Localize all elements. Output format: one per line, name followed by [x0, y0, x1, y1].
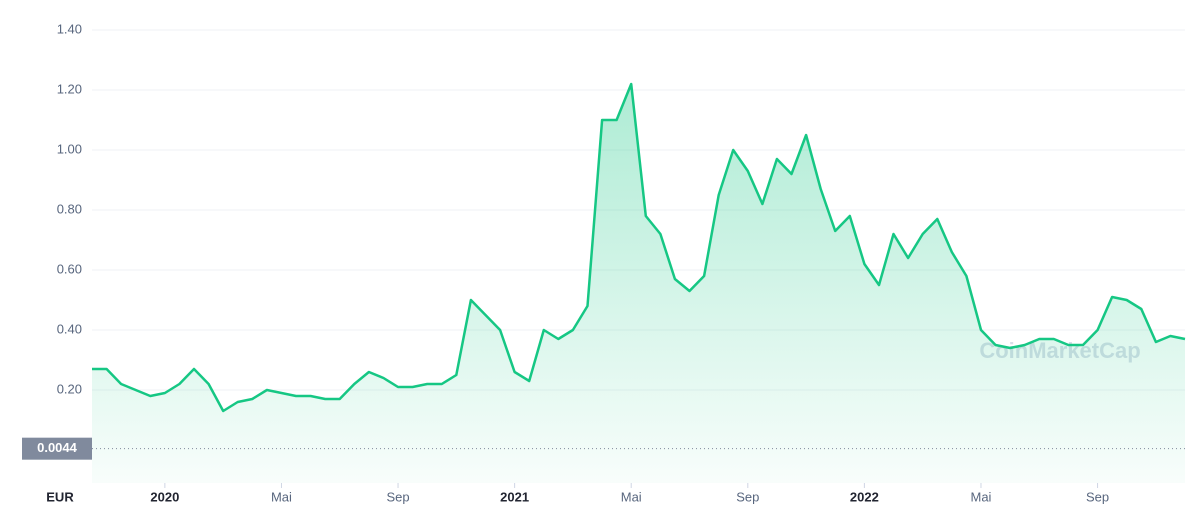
marker-box [22, 437, 92, 460]
x-tick-label: 2022 [850, 489, 879, 504]
y-tick-label: 0.40 [57, 321, 82, 336]
price-area [92, 84, 1185, 483]
y-tick-label: 0.20 [57, 381, 82, 396]
marker-label: 0.0044 [37, 440, 78, 455]
x-tick-label: Mai [970, 489, 991, 504]
x-tick-label: Mai [621, 489, 642, 504]
x-tick-label: Sep [736, 489, 759, 504]
y-tick-label: 0.60 [57, 261, 82, 276]
y-tick-label: 1.20 [57, 81, 82, 96]
y-tick-label: 1.40 [57, 21, 82, 36]
currency-label: EUR [46, 489, 74, 504]
y-tick-label: 1.00 [57, 141, 82, 156]
x-tick-label: Sep [1086, 489, 1109, 504]
x-tick-label: Sep [386, 489, 409, 504]
y-tick-label: 0.80 [57, 201, 82, 216]
price-line [92, 82, 1186, 413]
x-tick-label: Mai [271, 489, 292, 504]
x-tick-label: 2021 [500, 489, 529, 504]
x-tick-label: 2020 [150, 489, 179, 504]
